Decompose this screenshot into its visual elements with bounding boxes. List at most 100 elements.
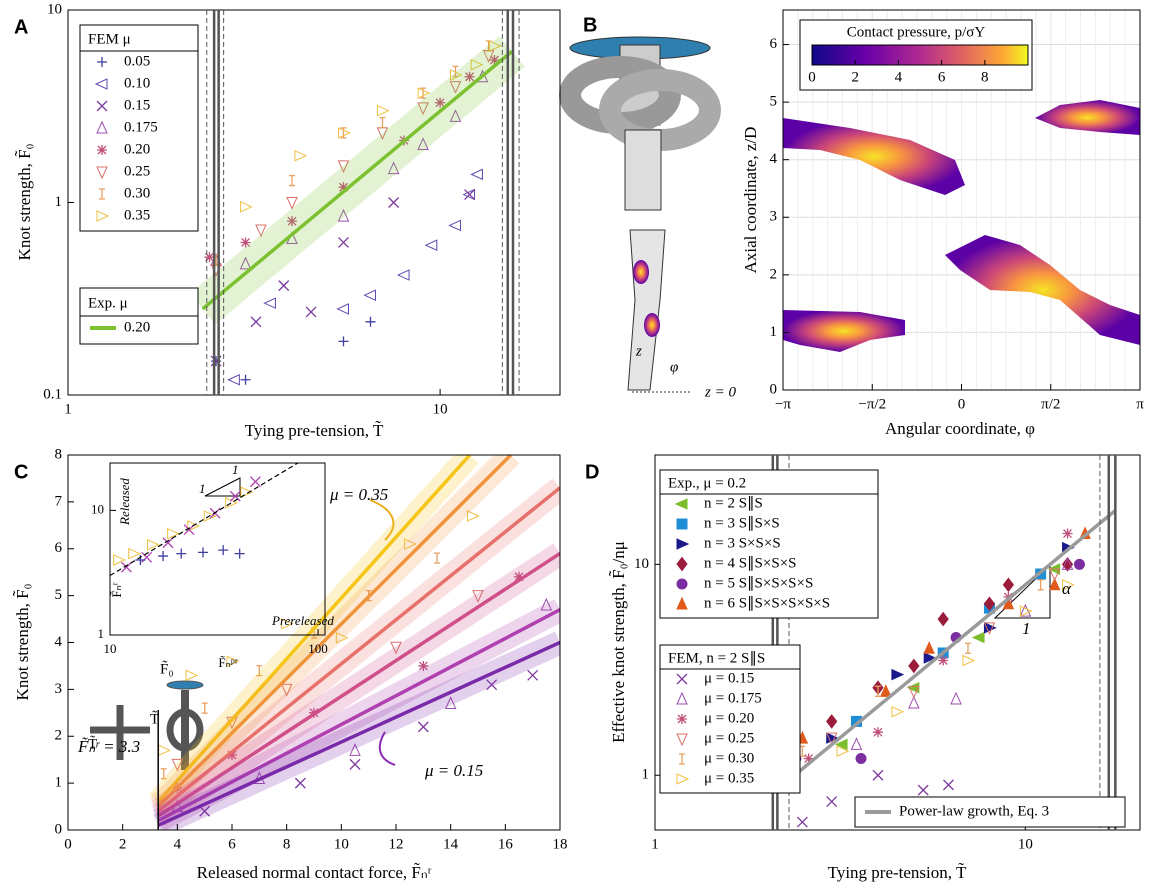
data-point <box>336 303 349 315</box>
data-point <box>448 219 462 232</box>
legend-label: 0.20 <box>124 319 150 335</box>
data-point <box>434 552 440 564</box>
axes-frame <box>654 454 1141 831</box>
x-tick-label: 1 <box>651 836 659 852</box>
data-point <box>872 727 883 738</box>
data-point <box>176 548 187 559</box>
data-point <box>937 611 949 627</box>
data-point <box>249 476 261 488</box>
knot-illustration <box>90 680 204 770</box>
colorbar-tick-label: 0 <box>808 69 816 85</box>
data-point <box>971 631 985 644</box>
legend-label: 0.175 <box>124 119 158 135</box>
data-point <box>449 109 462 122</box>
data-point <box>880 684 892 697</box>
data-point <box>286 197 298 210</box>
data-point <box>199 805 211 817</box>
x-tick-label: 0 <box>64 836 72 852</box>
data-point <box>167 527 180 540</box>
legend-marker <box>99 188 105 200</box>
data-point <box>305 306 317 318</box>
data-point <box>185 669 199 682</box>
legend-marker <box>676 673 688 685</box>
legend-label: n = 5 S∥S×S×S×S <box>704 575 813 591</box>
legend-title: Exp. μ <box>88 295 128 311</box>
legend-label: μ = 0.35 <box>704 770 754 786</box>
data-point <box>1062 528 1073 539</box>
y-axis-label: Knot strength, F̃₀ <box>15 143 34 260</box>
y-tick-label: 3 <box>55 681 63 697</box>
colorbar-tick-label: 2 <box>851 69 859 85</box>
y-tick-label: 10 <box>47 1 62 17</box>
data-point <box>363 289 376 301</box>
y-axis-label: Knot strength, F̃₀ <box>13 583 32 700</box>
plot-area <box>189 35 525 386</box>
legend-label: 0.25 <box>124 163 150 179</box>
data-point <box>444 696 457 709</box>
data-point <box>803 753 814 764</box>
data-point <box>826 714 838 729</box>
x-axis-label: F̃ₙᵖʳ <box>218 655 237 670</box>
y-tick-label: 0.1 <box>43 386 62 402</box>
y-tick-label: 10 <box>634 556 649 572</box>
fit-line <box>156 455 513 808</box>
y-tick-label: 4 <box>55 634 63 650</box>
data-point <box>294 149 308 162</box>
data-point <box>379 116 386 129</box>
legend-label: n = 2 S∥S <box>704 495 763 511</box>
x-tick-label: 12 <box>389 836 404 852</box>
data-point <box>218 545 229 556</box>
legend-label: μ = 0.20 <box>704 710 754 726</box>
data-point <box>338 336 349 347</box>
data-point <box>470 58 484 71</box>
y-tick-label: 8 <box>55 446 63 462</box>
x-tick-label: 10 <box>334 836 349 852</box>
x-tick-label: 14 <box>443 836 459 852</box>
data-point <box>337 160 350 174</box>
fit-line <box>201 49 514 311</box>
annotation: F̃ₙʳ = 3.3 <box>77 737 140 756</box>
x-tick-label: π/2 <box>1041 396 1060 412</box>
data-point <box>396 269 410 281</box>
data-point <box>836 745 850 757</box>
data-point <box>983 622 996 636</box>
fit-line <box>157 640 560 827</box>
legend-marker <box>677 714 687 724</box>
y-tick-label: 0 <box>770 381 778 397</box>
legend-marker <box>96 210 110 222</box>
data-point <box>281 617 294 630</box>
legend-marker <box>96 120 108 134</box>
y-tick-label: 0 <box>55 821 63 837</box>
slope-triangle <box>204 477 241 497</box>
x-tick-label: 18 <box>553 836 568 852</box>
y-tick-label: 1 <box>770 324 778 340</box>
data-point <box>338 182 349 193</box>
data-point <box>365 316 376 327</box>
data-point <box>146 538 160 551</box>
data-point <box>1037 579 1044 591</box>
data-point <box>464 189 476 200</box>
x-tick-label: 0 <box>958 396 966 412</box>
fit-line <box>157 608 560 823</box>
x-tick-label: 10 <box>104 641 117 656</box>
data-point <box>418 660 429 671</box>
data-point <box>472 590 484 603</box>
data-point <box>187 520 200 532</box>
data-point <box>171 758 184 772</box>
data-point <box>234 548 245 559</box>
data-point <box>340 127 347 139</box>
data-point <box>337 127 351 139</box>
data-point <box>435 97 446 108</box>
knot-label: F̃₀ <box>160 661 174 678</box>
fit-line <box>156 455 472 804</box>
data-point <box>923 641 935 654</box>
colorbar-title: Contact pressure, p/σY <box>847 24 986 40</box>
data-point <box>183 524 195 536</box>
data-point <box>278 280 290 292</box>
data-point <box>263 297 276 309</box>
plot-area <box>149 455 560 830</box>
legend-marker <box>94 78 108 90</box>
legend-marker <box>676 773 690 785</box>
y-tick-label: 6 <box>55 540 63 556</box>
data-point <box>203 510 217 522</box>
